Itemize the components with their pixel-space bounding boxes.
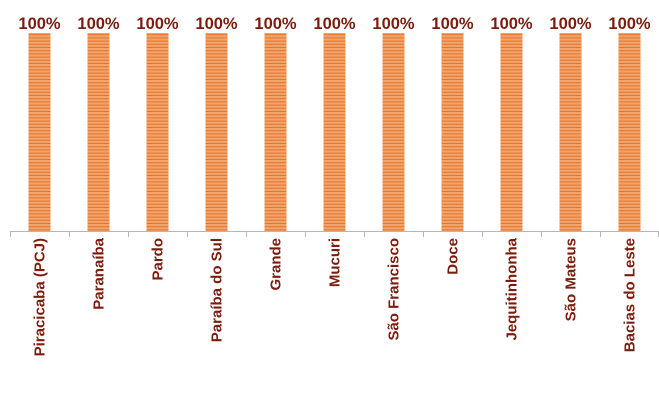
- data-label-bacias-do-leste: 100%: [608, 15, 651, 33]
- data-label-pardo: 100%: [136, 15, 179, 33]
- bar-sao-francisco: [382, 33, 405, 231]
- data-label-piracicaba-pcj: 100%: [18, 15, 61, 33]
- tick-label-sao-mateus: São Mateus: [563, 238, 580, 321]
- data-label-grande: 100%: [254, 15, 297, 33]
- tick-label-doce: Doce: [445, 238, 462, 275]
- tick-labels-layer: Piracicaba (PCJ) Paranaíba Pardo Paraíba do…: [32, 237, 639, 356]
- tick-label-bacias-do-leste: Bacias do Leste: [622, 238, 639, 352]
- bar-mucuri: [323, 33, 346, 231]
- data-label-jequitinhonha: 100%: [490, 15, 533, 33]
- bar-piracicaba-pcj: [28, 33, 51, 231]
- data-label-paraiba-do-sul: 100%: [195, 15, 238, 33]
- tick-label-paraiba-do-sul: Paraíba do Sul: [209, 238, 226, 342]
- tick-label-mucuri: Mucuri: [327, 238, 344, 287]
- bar-sao-mateus: [559, 33, 582, 231]
- bar-grande: [264, 33, 287, 231]
- data-label-sao-francisco: 100%: [372, 15, 415, 33]
- bar-paranaiba: [87, 33, 110, 231]
- data-labels-layer: 100% 100% 100% 100% 100% 100% 100% 100% 100% 100%…: [18, 15, 651, 33]
- bar-paraiba-do-sul: [205, 33, 228, 231]
- bar-pardo: [146, 33, 169, 231]
- bars-layer: [28, 33, 641, 231]
- bar-jequitinhonha: [500, 33, 523, 231]
- tick-label-jequitinhonha: Jequitinhonha: [504, 237, 521, 340]
- data-label-sao-mateus: 100%: [549, 15, 592, 33]
- x-axis: [10, 231, 659, 237]
- tick-label-paranaiba: Paranaíba: [91, 237, 108, 309]
- tick-label-pardo: Pardo: [150, 238, 167, 281]
- tick-label-grande: Grande: [268, 238, 285, 291]
- data-label-paranaiba: 100%: [77, 15, 120, 33]
- tick-label-sao-francisco: São Francisco: [386, 238, 403, 341]
- data-label-mucuri: 100%: [313, 15, 356, 33]
- data-label-doce: 100%: [431, 15, 474, 33]
- bar-doce: [441, 33, 464, 231]
- bar-bacias-do-leste: [618, 33, 641, 231]
- tick-label-piracicaba-pcj: Piracicaba (PCJ): [32, 238, 49, 356]
